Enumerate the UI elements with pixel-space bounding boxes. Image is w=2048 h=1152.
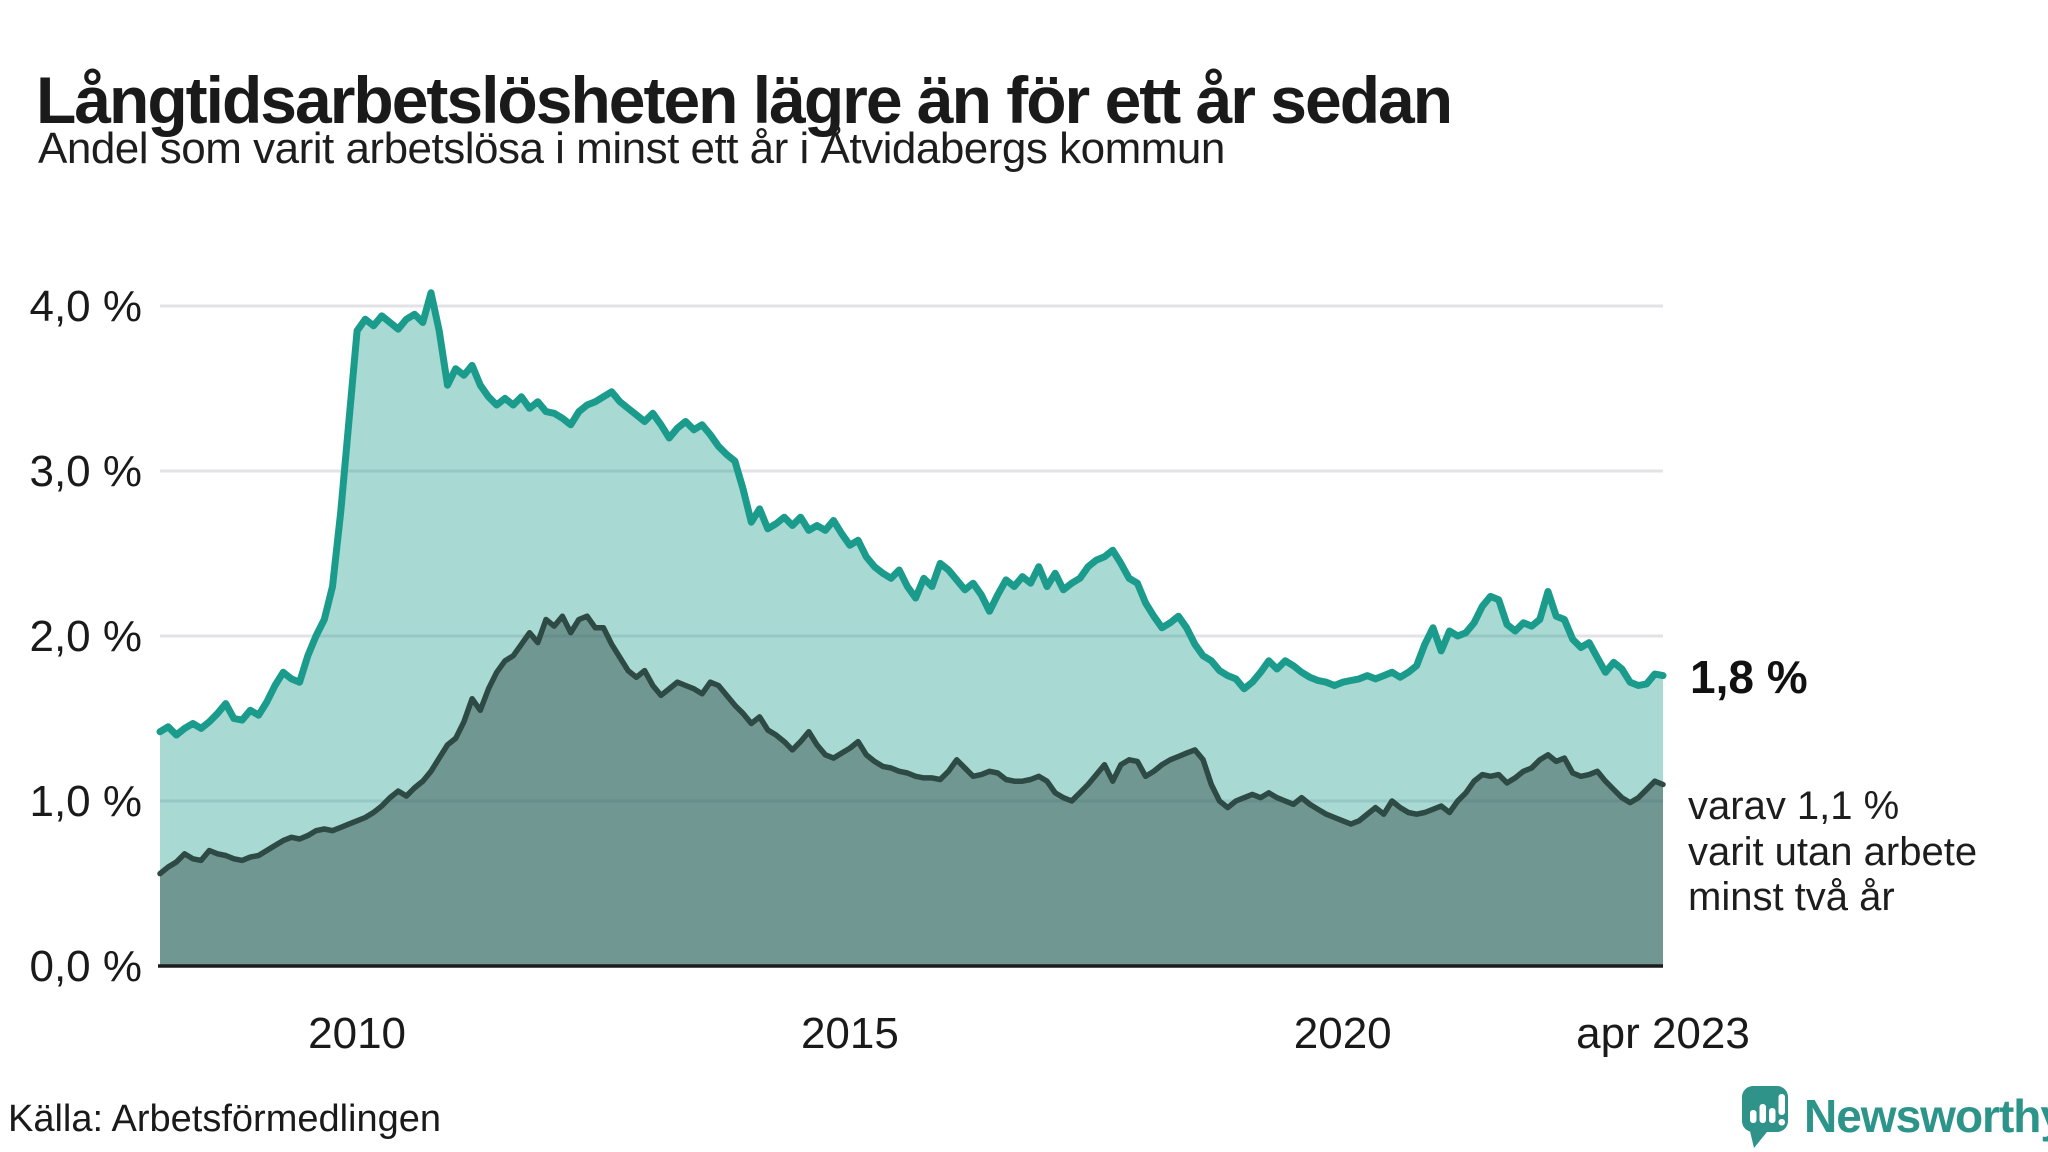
line-minst-tva-ar: [157, 613, 1666, 877]
y-tick-4: 4,0 %: [29, 282, 142, 331]
two-year-annotation-line1: varav 1,1 %: [1688, 784, 1900, 828]
two-year-annotation-line2: varit utan arbete: [1688, 829, 1978, 874]
newsworthy-logo: Newsworthy: [1740, 1083, 2048, 1149]
y-tick-1: 1,0 %: [29, 777, 142, 826]
y-tick-3: 3,0 %: [29, 447, 142, 496]
page-title: Långtidsarbetslösheten lägre än för ett …: [36, 63, 1453, 138]
chart-subtitle: Andel som varit arbetslösa i minst ett å…: [38, 124, 1225, 173]
y-tick-2: 2,0 %: [29, 612, 142, 661]
source-note: Källa: Arbetsförmedlingen: [8, 1098, 442, 1140]
area-minst-tva-ar: [160, 616, 1663, 966]
area-minst-ett-ar: [160, 292, 1663, 966]
x-tick-2010: 2010: [308, 1009, 406, 1058]
newsworthy-wordmark: Newsworthy: [1804, 1090, 2048, 1142]
x-tick-2020: 2020: [1294, 1009, 1392, 1058]
x-tick-2015: 2015: [801, 1009, 899, 1058]
x-tick-apr-2023: apr 2023: [1576, 1009, 1750, 1058]
two-year-annotation-line3: minst två år: [1688, 875, 1895, 920]
y-tick-0: 0,0 %: [29, 942, 142, 991]
line-minst-ett-ar: [156, 289, 1667, 739]
two-year-annotation: varav 1,1 % varit utan arbete minst två …: [1688, 784, 1977, 921]
latest-value-label: 1,8 %: [1690, 651, 1808, 703]
newsworthy-icon: [1742, 1086, 1788, 1148]
